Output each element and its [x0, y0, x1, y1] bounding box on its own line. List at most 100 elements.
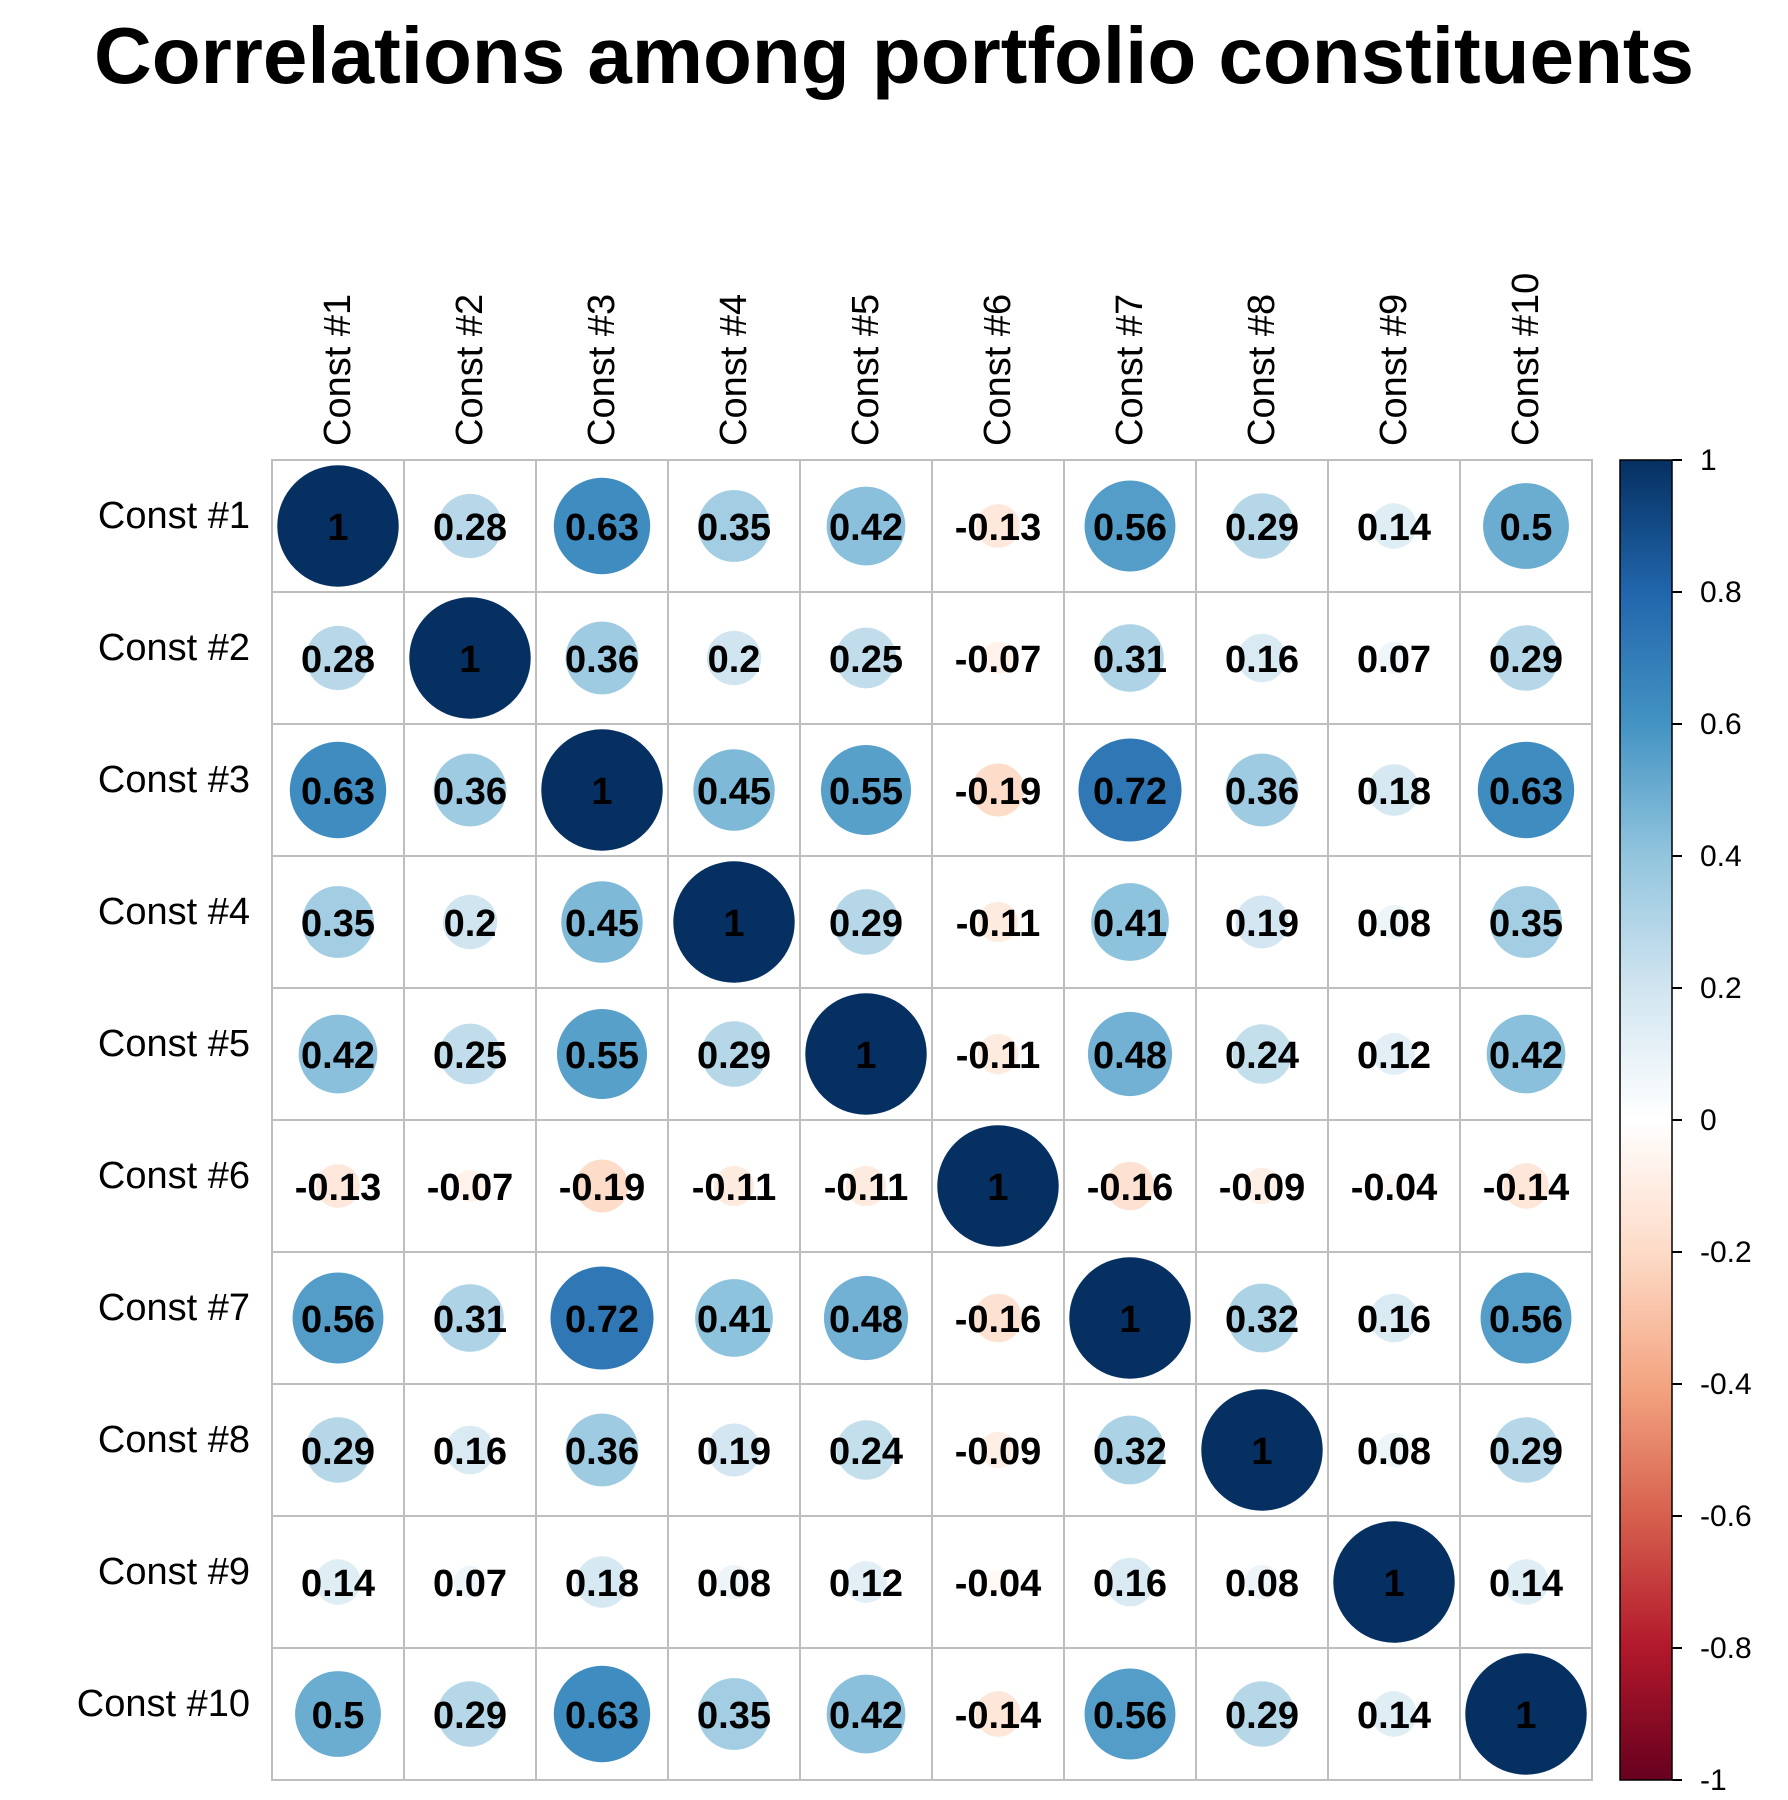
correlation-value-label: 0.41 — [697, 1299, 771, 1341]
column-label: Const #9 — [1373, 294, 1415, 446]
correlation-circle — [1368, 764, 1420, 816]
circle-layer — [277, 465, 1587, 1775]
colorbar-tick-label: -1 — [1700, 1764, 1727, 1797]
correlation-value-label: 0.35 — [1489, 903, 1563, 945]
correlation-value-label: 1 — [1383, 1563, 1404, 1605]
correlation-value-label: 0.29 — [1489, 1431, 1563, 1473]
correlation-circle — [437, 1681, 503, 1747]
correlation-value-label: 0.29 — [1489, 639, 1563, 681]
correlation-circle — [981, 641, 1015, 675]
correlation-circle — [1372, 1032, 1416, 1076]
column-label: Const #8 — [1241, 294, 1283, 446]
colorbar-tick-label: 0.4 — [1700, 840, 1742, 873]
correlation-value-label: 0.08 — [697, 1563, 771, 1605]
correlation-circle — [1237, 633, 1287, 683]
correlation-circle — [553, 1665, 651, 1763]
correlation-circle — [1096, 624, 1164, 692]
correlation-value-label: 1 — [855, 1035, 876, 1077]
correlation-value-label: 1 — [1251, 1431, 1272, 1473]
correlation-circle — [445, 1425, 495, 1475]
correlation-value-label: 0.28 — [301, 639, 375, 681]
column-label: Const #7 — [1109, 294, 1151, 446]
correlation-circle — [844, 1560, 888, 1604]
correlation-circle — [1377, 641, 1411, 675]
correlation-value-label: 1 — [1515, 1695, 1536, 1737]
correlation-value-label: 0.14 — [1357, 507, 1431, 549]
correlation-circle — [1105, 1557, 1155, 1607]
correlation-circle — [316, 1164, 360, 1208]
correlation-value-label: -0.16 — [955, 1299, 1042, 1341]
correlation-value-label: 0.19 — [697, 1431, 771, 1473]
correlation-value-label: 0.63 — [1489, 771, 1563, 813]
correlation-value-label: 0.63 — [565, 1695, 639, 1737]
correlation-value-label: -0.09 — [955, 1431, 1042, 1473]
correlation-value-label: 0.14 — [1489, 1563, 1563, 1605]
correlation-circle — [713, 1165, 755, 1207]
row-label: Const #2 — [98, 627, 250, 669]
correlation-value-label: -0.07 — [427, 1167, 514, 1209]
correlation-value-label: 0.72 — [565, 1299, 639, 1341]
correlation-value-label: 1 — [327, 507, 348, 549]
correlation-circle — [1503, 1163, 1549, 1209]
column-label: Const #5 — [845, 294, 887, 446]
row-label: Const #4 — [98, 891, 250, 933]
correlation-circle — [315, 1559, 361, 1605]
correlation-circle — [1235, 895, 1289, 949]
row-label-layer: Const #1 Const #2 Const #3 Const #4 Const #5… — [77, 495, 250, 1725]
correlation-circle — [550, 1266, 654, 1370]
correlation-value-label: 0.56 — [1489, 1299, 1563, 1341]
correlation-value-label: 1 — [723, 903, 744, 945]
correlation-value-label: 0.36 — [565, 639, 639, 681]
correlation-value-label: 0.45 — [565, 903, 639, 945]
correlation-value-label: 0.56 — [1093, 1695, 1167, 1737]
correlation-value-label: 0.42 — [829, 1695, 903, 1737]
correlation-value-label: 0.55 — [829, 771, 903, 813]
chart-title: Correlations among portfolio constituent… — [93, 11, 1695, 100]
correlation-value-label: 0.14 — [1357, 1695, 1431, 1737]
correlation-circle — [1227, 1283, 1297, 1353]
correlation-circle — [973, 1293, 1023, 1343]
correlation-circle — [985, 1569, 1011, 1595]
correlation-value-label: 0.42 — [1489, 1035, 1563, 1077]
correlation-value-label: 0.25 — [433, 1035, 507, 1077]
correlation-value-label: 0.28 — [433, 507, 507, 549]
row-label: Const #9 — [98, 1551, 250, 1593]
correlation-circle — [975, 1691, 1021, 1737]
correlation-value-label: -0.11 — [956, 1035, 1041, 1077]
correlation-circle — [826, 1674, 906, 1754]
correlation-circle — [575, 1159, 629, 1213]
correlation-value-label: -0.19 — [955, 771, 1042, 813]
correlation-circle — [1371, 503, 1417, 549]
correlation-value-label: -0.13 — [955, 507, 1042, 549]
colorbar-tick-label: 0.8 — [1700, 576, 1742, 609]
correlation-value-label: 0.29 — [1225, 507, 1299, 549]
correlation-value-label: 0.48 — [1093, 1035, 1167, 1077]
column-label: Const #3 — [581, 294, 623, 446]
correlation-circle — [1229, 493, 1295, 559]
correlation-value-label: 0.42 — [829, 507, 903, 549]
correlation-value-label: 0.63 — [301, 771, 375, 813]
correlation-value-label: 0.48 — [829, 1299, 903, 1341]
correlation-circle — [1087, 1011, 1173, 1097]
correlation-value-label: 0.56 — [1093, 507, 1167, 549]
row-label: Const #7 — [98, 1287, 250, 1329]
correlation-circle — [298, 1014, 378, 1094]
correlation-circle — [1465, 1653, 1587, 1775]
correlation-circle — [706, 630, 762, 686]
correlation-circle — [305, 1417, 371, 1483]
column-label: Const #2 — [449, 294, 491, 446]
correlation-circle — [976, 504, 1020, 548]
correlation-circle — [1483, 483, 1569, 569]
correlation-value-label: 0.29 — [433, 1695, 507, 1737]
correlation-circle — [1078, 738, 1182, 842]
colorbar-tick-label: 0.2 — [1700, 972, 1742, 1005]
correlation-circle — [698, 490, 770, 562]
correlation-circle — [453, 1565, 487, 1599]
correlation-value-label: 0.08 — [1357, 903, 1431, 945]
correlation-circle — [1333, 1521, 1455, 1643]
correlation-value-label: -0.16 — [1087, 1167, 1174, 1209]
correlation-value-label: 0.31 — [1093, 639, 1167, 681]
correlation-circle — [1493, 625, 1559, 691]
correlation-value-label: 1 — [459, 639, 480, 681]
correlation-value-label: 0.45 — [697, 771, 771, 813]
